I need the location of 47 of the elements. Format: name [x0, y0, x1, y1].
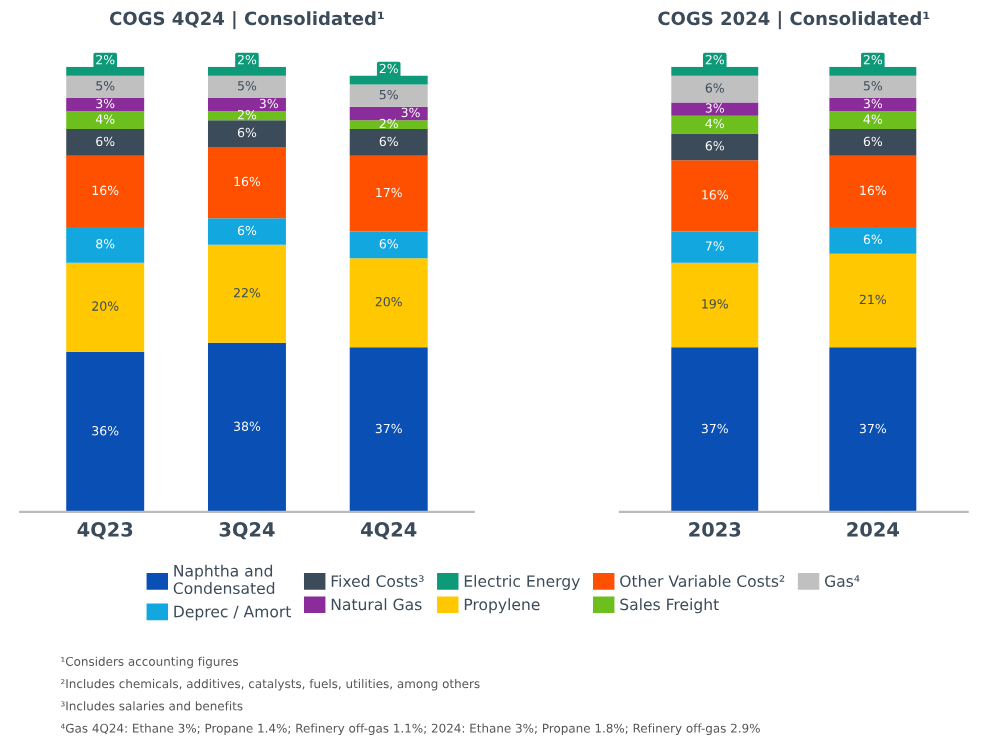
bar — [207, 120, 286, 147]
bar — [66, 227, 145, 263]
bar — [207, 342, 286, 512]
bar — [349, 258, 428, 348]
x-tick-label: 4Q24 — [361, 522, 417, 540]
bar — [207, 111, 286, 121]
bar — [349, 347, 428, 512]
x-tick-label: 4Q23 — [77, 522, 133, 540]
bar — [66, 351, 145, 512]
bar — [66, 155, 145, 228]
bar — [66, 129, 145, 156]
bar — [671, 262, 759, 348]
bar — [349, 106, 428, 121]
bar — [207, 218, 286, 245]
bar — [829, 129, 917, 156]
bar — [829, 97, 917, 112]
bar — [671, 231, 759, 263]
bar — [671, 75, 759, 103]
bar — [349, 231, 428, 259]
bar — [207, 75, 286, 98]
bar — [829, 155, 917, 228]
bar — [66, 97, 145, 112]
bar — [829, 253, 917, 348]
bar — [671, 160, 759, 232]
bar — [66, 111, 145, 130]
chart-title: COGS 2024 | Consolidated¹ — [658, 11, 930, 30]
bar — [66, 262, 145, 352]
bar — [829, 111, 917, 130]
x-tick-label: 2024 — [847, 522, 899, 537]
bar — [829, 75, 917, 98]
bar — [207, 146, 286, 219]
bar — [207, 244, 286, 343]
bar — [349, 155, 428, 232]
bar — [349, 84, 428, 107]
bar — [829, 347, 917, 512]
bar — [207, 97, 286, 112]
bar — [349, 129, 428, 156]
bar — [671, 115, 759, 134]
bar — [349, 120, 428, 130]
bar — [829, 227, 917, 254]
bar — [671, 347, 759, 512]
x-tick-label: 3Q24 — [219, 522, 275, 540]
x-tick-label: 2023 — [689, 522, 741, 537]
bar — [66, 75, 145, 98]
bar — [671, 102, 759, 116]
bar — [671, 133, 759, 161]
chart-title: COGS 4Q24 | Consolidated¹ — [109, 11, 384, 30]
